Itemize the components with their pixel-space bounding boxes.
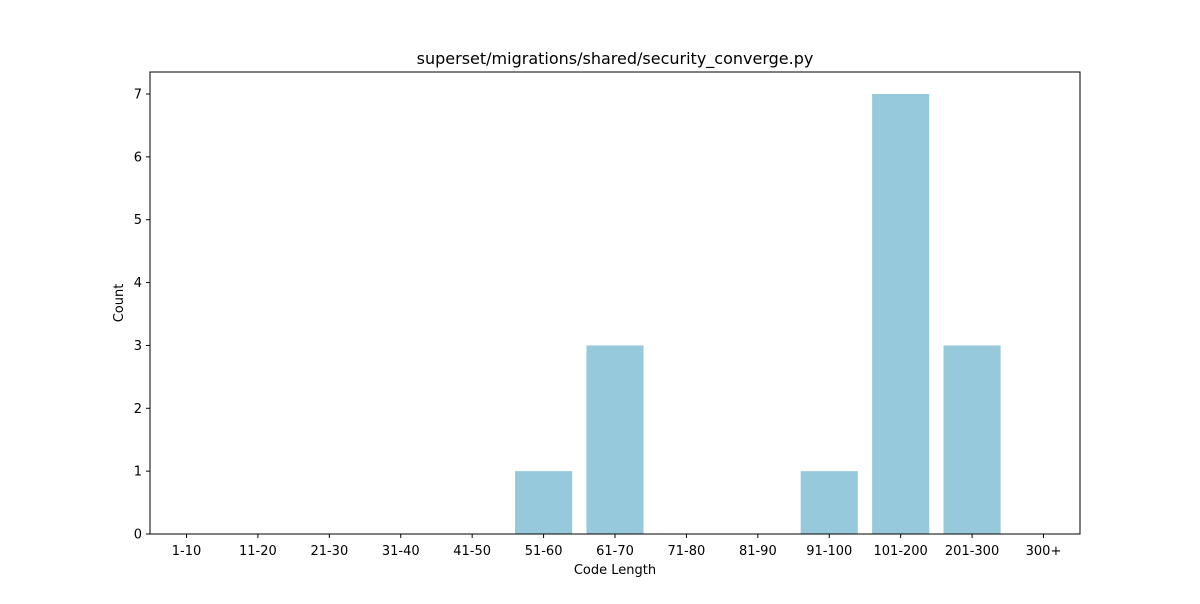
y-tick-label: 5 <box>134 213 142 228</box>
y-tick-label: 0 <box>134 528 142 543</box>
x-axis-label: Code Length <box>574 563 656 578</box>
x-tick-label: 71-80 <box>668 544 706 559</box>
x-tick-label: 41-50 <box>453 544 491 559</box>
x-tick-label: 300+ <box>1026 544 1062 559</box>
y-tick-label: 2 <box>134 402 142 417</box>
x-tick-label: 1-10 <box>172 544 202 559</box>
bar-91-100 <box>800 471 858 534</box>
y-tick-label: 6 <box>134 150 142 165</box>
x-tick-label: 201-300 <box>945 544 999 559</box>
y-tick-label: 4 <box>134 276 142 291</box>
bar-201-300 <box>943 345 1001 534</box>
x-axis: 1-10 11-20 21-30 31-40 41-50 51-60 61-70 71-80 8… <box>172 534 1062 559</box>
x-tick-label: 81-90 <box>739 544 777 559</box>
plot-frame <box>149 71 1081 535</box>
x-tick-label: 31-40 <box>382 544 420 559</box>
y-axis-label: Count <box>112 284 127 323</box>
x-tick-label: 61-70 <box>596 544 634 559</box>
x-tick-label: 51-60 <box>525 544 563 559</box>
bar-61-70 <box>586 345 644 534</box>
y-tick-label: 1 <box>134 465 142 480</box>
bar-51-60 <box>515 471 573 534</box>
x-tick-label: 101-200 <box>874 544 928 559</box>
y-tick-label: 3 <box>134 339 142 354</box>
x-tick-label: 11-20 <box>239 544 277 559</box>
y-axis: 0 1 2 3 4 5 6 7 <box>134 88 150 543</box>
y-tick-label: 7 <box>134 88 142 103</box>
x-tick-label: 21-30 <box>310 544 348 559</box>
x-tick-label: 91-100 <box>806 544 852 559</box>
bars-layer <box>515 94 1001 534</box>
bar-101-200 <box>872 94 930 534</box>
chart-title: superset/migrations/shared/security_conv… <box>417 49 814 69</box>
